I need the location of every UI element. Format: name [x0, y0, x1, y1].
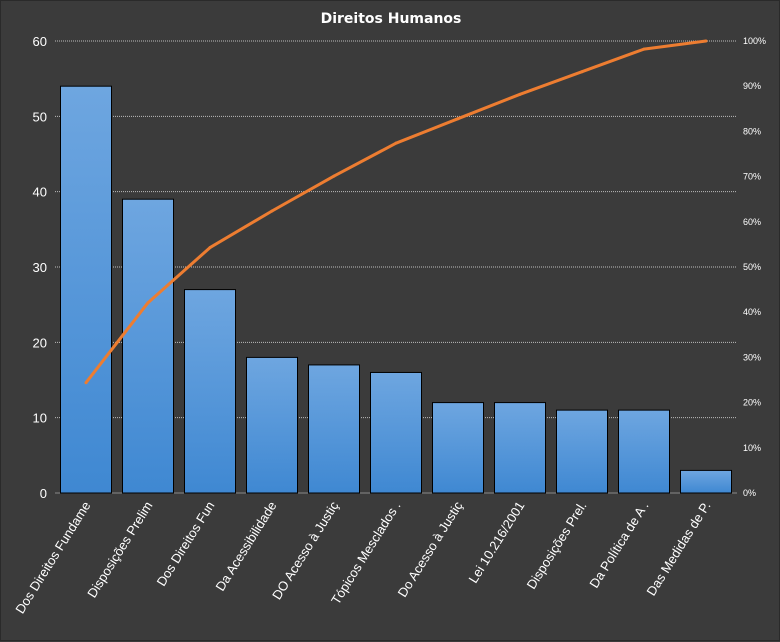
bars [60, 85, 732, 494]
y2-tick-label: 80% [743, 126, 761, 136]
line-point [456, 117, 460, 121]
bar [122, 198, 174, 494]
line-point [146, 301, 150, 305]
line-point [642, 47, 646, 51]
y2-tick-label: 0% [743, 488, 756, 498]
x-tick-label: Dos Direitos Fundame [12, 499, 93, 617]
y-tick-label: 20 [33, 335, 47, 350]
y2-tick-label: 20% [743, 398, 761, 408]
x-tick-label: Lei 10.216/2001 [465, 499, 527, 586]
bar [184, 289, 236, 494]
y2-tick-label: 40% [743, 307, 761, 317]
y-axis-right: 0% 10% 20% 30% 40% 50% 60% 70% 80% 90% 100% [743, 36, 766, 498]
y2-tick-label: 50% [743, 262, 761, 272]
y-tick-label: 50 [33, 109, 47, 124]
x-tick-label: Disposições Prelim [84, 499, 155, 601]
x-tick-label: Da Acessibilidade [212, 499, 279, 594]
y2-tick-label: 30% [743, 352, 761, 362]
line-point [332, 174, 336, 178]
y-tick-label: 30 [33, 260, 47, 275]
bar [494, 402, 546, 494]
y2-tick-label: 10% [743, 443, 761, 453]
bar [308, 364, 360, 494]
y2-tick-label: 70% [743, 172, 761, 182]
y2-tick-label: 90% [743, 81, 761, 91]
y2-tick-label: 60% [743, 217, 761, 227]
y-tick-label: 10 [33, 411, 47, 426]
line-point [208, 246, 212, 250]
line-point [580, 70, 584, 74]
bar [370, 371, 422, 494]
x-tick-label: Tópicos Mesclados . [328, 499, 404, 607]
y-tick-label: 60 [33, 34, 47, 49]
line-point [518, 92, 522, 96]
y-tick-label: 40 [33, 185, 47, 200]
x-tick-label: Disposições Prel. [524, 499, 590, 592]
y-tick-label: 0 [40, 486, 47, 501]
y2-tick-label: 100% [743, 36, 766, 46]
bar [618, 409, 670, 494]
cumulative-line [84, 39, 707, 384]
bar [680, 469, 732, 494]
line-point [84, 381, 88, 385]
chart-title: Direitos Humanos [321, 11, 462, 27]
bar [432, 402, 484, 494]
bar [60, 85, 112, 494]
line-point [270, 209, 274, 213]
cumulative-line-layer [84, 39, 708, 385]
x-tick-label: DO Acesso à Justiç [269, 498, 342, 602]
x-tick-label: Da Política de A . [586, 499, 651, 591]
line-point [704, 39, 708, 43]
bar [556, 409, 608, 494]
x-tick-label: Das Medidas de P. [644, 499, 714, 599]
x-tick-label: Dos Direitos Fun [154, 499, 218, 589]
bar [246, 356, 298, 494]
line-point [394, 141, 398, 145]
y-axis-left: 0 10 20 30 40 50 60 [33, 34, 47, 501]
x-tick-label: Do Acesso à Justiç [395, 498, 466, 600]
